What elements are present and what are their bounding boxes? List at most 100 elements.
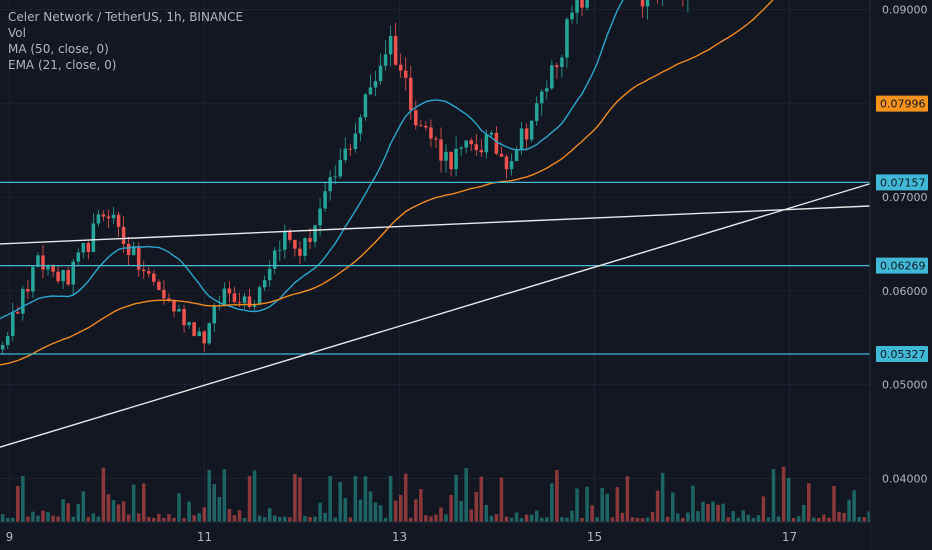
level-tag-label-4: 0.07996 bbox=[880, 98, 926, 111]
candle-54 bbox=[182, 304, 186, 333]
candle-body-29 bbox=[56, 271, 60, 282]
candle-23 bbox=[26, 280, 30, 299]
volume-bar-62 bbox=[222, 469, 227, 522]
candle-133 bbox=[580, 0, 584, 17]
candle-33 bbox=[76, 248, 81, 266]
volume-bar-111 bbox=[469, 509, 473, 522]
volume-bar-68 bbox=[252, 470, 257, 522]
volume-bar-165 bbox=[741, 510, 746, 522]
candle-body-114 bbox=[484, 134, 489, 153]
candle-77 bbox=[298, 241, 302, 265]
candle-134 bbox=[585, 0, 589, 11]
volume-bar-102 bbox=[424, 515, 428, 522]
symbol-title[interactable]: Celer Network / TetherUS, 1h, BINANCE bbox=[8, 10, 244, 24]
volume-bar-90 bbox=[363, 476, 368, 522]
candle-115 bbox=[489, 130, 494, 138]
candle-131 bbox=[570, 5, 574, 24]
candle-body-57 bbox=[197, 331, 201, 336]
candle-body-134 bbox=[585, 0, 589, 8]
candle-69 bbox=[257, 285, 262, 306]
candle-body-90 bbox=[363, 94, 368, 118]
candle-body-27 bbox=[46, 266, 50, 270]
volume-bar-66 bbox=[242, 517, 247, 522]
candle-body-50 bbox=[162, 289, 166, 299]
candle-body-22 bbox=[21, 289, 25, 314]
volume-bar-18 bbox=[0, 514, 5, 522]
volume-bar-112 bbox=[474, 491, 479, 522]
volume-bar-116 bbox=[494, 514, 499, 522]
candle-body-123 bbox=[529, 120, 534, 140]
volume-bar-101 bbox=[419, 489, 423, 522]
volume-bar-168 bbox=[756, 515, 761, 522]
volume-bar-84 bbox=[333, 517, 337, 522]
volume-bar-129 bbox=[560, 517, 564, 522]
candle-146 bbox=[645, 0, 650, 20]
volume-bar-35 bbox=[86, 516, 91, 522]
candle-79 bbox=[308, 228, 312, 249]
volume-bar-146 bbox=[645, 517, 650, 522]
candle-body-91 bbox=[368, 87, 373, 95]
indicator-ema-label[interactable]: EMA (21, close, 0) bbox=[8, 58, 117, 72]
candle-55 bbox=[187, 321, 191, 329]
candle-45 bbox=[136, 242, 141, 278]
indicator-vol-label[interactable]: Vol bbox=[8, 26, 26, 40]
y-tick-label-10: 0.04000 bbox=[882, 472, 928, 485]
volume-bar-32 bbox=[71, 516, 75, 522]
candle-body-96 bbox=[393, 36, 398, 65]
candle-body-94 bbox=[383, 54, 388, 66]
candle-88 bbox=[353, 122, 358, 153]
candle-60 bbox=[212, 302, 217, 333]
ema-21-line bbox=[0, 0, 774, 366]
candle-106 bbox=[444, 144, 448, 173]
volume-bar-135 bbox=[590, 505, 594, 522]
volume-bar-158 bbox=[706, 503, 710, 522]
candle-body-30 bbox=[61, 270, 65, 282]
candle-body-124 bbox=[534, 103, 539, 121]
candle-66 bbox=[242, 293, 247, 309]
volume-bar-105 bbox=[439, 507, 443, 522]
volume-bar-184 bbox=[837, 511, 841, 522]
candle-body-43 bbox=[126, 243, 131, 255]
candle-40 bbox=[111, 206, 116, 224]
volume-bar-159 bbox=[711, 501, 715, 522]
candle-body-119 bbox=[509, 161, 514, 170]
level-tag-label-7: 0.05327 bbox=[880, 348, 926, 361]
candle-body-47 bbox=[147, 271, 151, 274]
candle-34 bbox=[81, 242, 86, 259]
trend-lines bbox=[0, 164, 932, 448]
volume-bar-19 bbox=[5, 517, 10, 522]
candle-body-122 bbox=[524, 128, 529, 140]
volume-bar-107 bbox=[449, 494, 453, 522]
candle-body-129 bbox=[560, 57, 564, 67]
volume-bar-103 bbox=[429, 516, 433, 522]
volume-bar-147 bbox=[650, 512, 655, 522]
candle-body-79 bbox=[308, 238, 312, 242]
candle-body-120 bbox=[514, 149, 519, 162]
volume-bar-52 bbox=[172, 517, 176, 522]
volume-bar-98 bbox=[403, 473, 408, 522]
candle-95 bbox=[388, 25, 393, 67]
volume-bar-177 bbox=[801, 504, 806, 522]
volume-bar-49 bbox=[157, 513, 161, 522]
volume-bar-57 bbox=[197, 513, 201, 522]
candle-36 bbox=[91, 213, 96, 253]
indicator-ma-label[interactable]: MA (50, close, 0) bbox=[8, 42, 109, 56]
candle-130 bbox=[565, 17, 569, 68]
candle-76 bbox=[293, 239, 297, 257]
volume-bar-140 bbox=[615, 487, 620, 522]
candle-body-45 bbox=[136, 247, 141, 270]
candle-153 bbox=[682, 0, 684, 7]
candle-body-68 bbox=[252, 304, 257, 307]
candle-body-98 bbox=[403, 70, 408, 78]
volume-bar-100 bbox=[414, 499, 418, 522]
candle-body-20 bbox=[10, 312, 15, 336]
candle-82 bbox=[323, 182, 327, 213]
candle-body-40 bbox=[111, 214, 116, 219]
volume-bar-183 bbox=[832, 485, 836, 522]
volume-bar-73 bbox=[278, 517, 282, 522]
candle-24 bbox=[31, 265, 35, 298]
volume-bar-186 bbox=[847, 499, 851, 522]
candle-98 bbox=[403, 57, 408, 91]
